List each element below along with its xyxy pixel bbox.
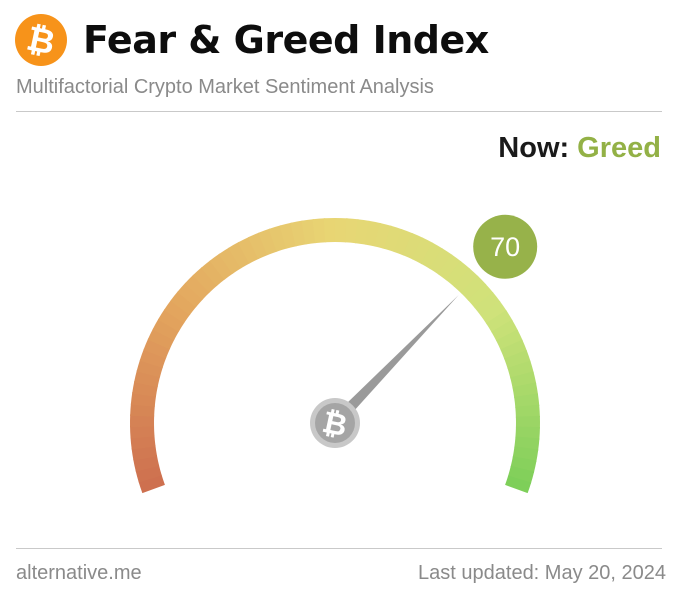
gauge-arc-segment xyxy=(138,474,165,494)
gauge-arc-segment xyxy=(496,329,523,351)
gauge-arc-segment xyxy=(136,359,163,378)
gauge-arc-segment xyxy=(453,267,479,294)
gauge-arc-segment xyxy=(510,456,537,473)
gauge-arc-segment xyxy=(504,350,531,370)
gauge-arc-segment xyxy=(474,292,501,317)
gauge-arc-segment xyxy=(228,241,251,269)
gauge-arc-segment xyxy=(460,275,487,301)
bitcoin-logo-icon: ₿ xyxy=(15,14,67,66)
value-label: 70 xyxy=(490,232,520,262)
page-subtitle: Multifactorial Crypto Market Sentiment A… xyxy=(16,76,434,98)
gauge-arc-segment xyxy=(301,219,317,245)
value-badge xyxy=(473,214,538,279)
gauge-arc-segment xyxy=(507,465,535,484)
gauge-arc-segment xyxy=(505,475,532,494)
current-status: Now: Greed xyxy=(498,132,661,165)
classification-label: Greed xyxy=(577,132,661,164)
gauge-arc-segment xyxy=(411,237,434,265)
gauge-arc-segment xyxy=(344,218,359,244)
gauge-arc-segment xyxy=(135,464,162,483)
gauge-arc-segment xyxy=(131,445,158,461)
gauge-arc-segment xyxy=(130,435,156,450)
gauge-arc-segment xyxy=(354,219,370,245)
gauge-arc-segment xyxy=(512,382,539,399)
gauge-arc-segment xyxy=(290,220,307,247)
gauge-arc-segment xyxy=(200,259,226,287)
last-updated: Last updated: May 20, 2024 xyxy=(418,562,666,584)
gauge-arc-segment xyxy=(130,392,157,407)
gauge-hub-inner xyxy=(315,403,355,443)
now-label: Now: xyxy=(498,132,570,164)
gauge-arc-segment xyxy=(491,319,519,342)
gauge-arc-segment xyxy=(139,348,167,369)
gauge-arc-segment xyxy=(237,236,260,264)
gauge-arc-segment xyxy=(420,242,444,270)
gauge-arc-segment xyxy=(133,454,160,472)
gauge-arc-segment xyxy=(514,393,540,409)
gauge-arc-segment xyxy=(500,339,528,360)
gauge-arc-segment xyxy=(130,403,155,417)
gauge-arc-segment xyxy=(515,426,540,440)
gauge-arc-segment xyxy=(383,225,403,253)
gauge-arc-segment xyxy=(510,371,537,389)
gauge-arc-segment xyxy=(512,446,539,463)
gauge-arc-segment xyxy=(312,218,327,244)
divider-bottom xyxy=(16,548,662,549)
gauge-needle xyxy=(330,294,459,428)
gauge-arc-segment xyxy=(184,274,211,300)
gauge-arc-segment xyxy=(507,360,534,379)
gauge-arc-segment xyxy=(247,232,269,260)
gauge-arc-segment xyxy=(514,436,540,451)
gauge-arc-segment xyxy=(445,260,471,287)
gauge-arc-segment xyxy=(268,225,288,252)
gauge-arc-segment xyxy=(402,232,424,260)
gauge-arc xyxy=(130,217,540,494)
page-title: Fear & Greed Index xyxy=(83,18,489,62)
gauge-arc-segment xyxy=(258,228,278,256)
gauge-arc-segment xyxy=(480,300,507,325)
gauge-arc-segment xyxy=(209,253,234,280)
gauge-arc-segment xyxy=(393,229,414,256)
gauge-arc-segment xyxy=(143,338,171,359)
gauge-arc-segment xyxy=(177,282,204,308)
divider-top xyxy=(16,111,662,112)
gauge-arc-segment xyxy=(515,404,540,419)
gauge-arc-segment xyxy=(437,254,462,281)
gauge-arc-segment xyxy=(163,299,191,324)
gauge-arc-segment xyxy=(147,328,175,350)
source-link[interactable]: alternative.me xyxy=(16,562,142,584)
gauge-arc-segment xyxy=(374,222,392,250)
gauge-arc-segment xyxy=(279,222,297,249)
gauge-arc-segment xyxy=(429,248,453,275)
gauge-arc-segment xyxy=(486,310,513,333)
gauge-arc-segment xyxy=(132,380,158,398)
gauge-arc-segment xyxy=(364,220,382,247)
header: ₿ Fear & Greed Index xyxy=(15,14,489,66)
gauge-arc-segment xyxy=(152,318,180,341)
gauge-arc-segment xyxy=(467,283,494,309)
gauge-arc-segment xyxy=(170,290,197,316)
gauge-arc-segment xyxy=(130,425,155,439)
gauge-arc-segment xyxy=(134,370,161,388)
gauge-arc-segment xyxy=(157,308,185,332)
gauge-arc-segment xyxy=(218,247,242,275)
gauge-arc-segment xyxy=(192,267,218,293)
